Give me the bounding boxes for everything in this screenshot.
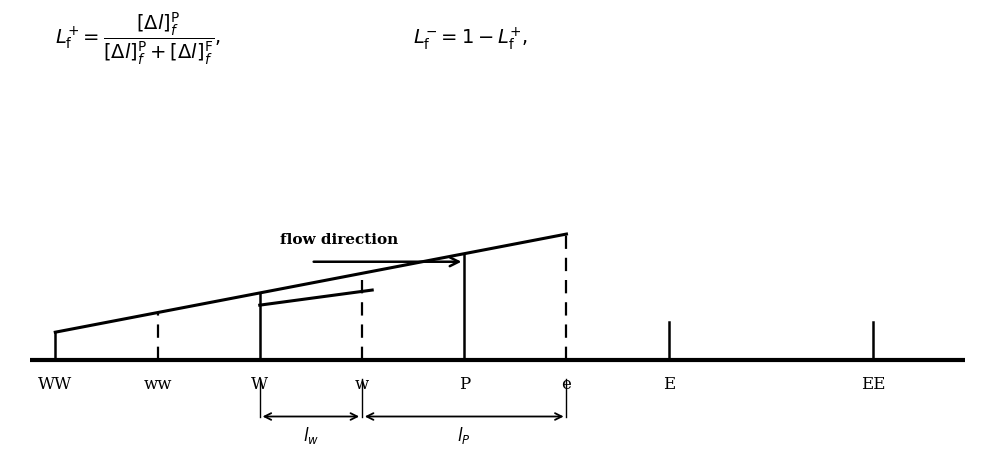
Text: E: E — [663, 376, 675, 393]
Text: ww: ww — [143, 376, 172, 393]
Text: WW: WW — [38, 376, 72, 393]
Text: $L_{\mathrm{f}}^{-} = 1 - L_{\mathrm{f}}^{+},$: $L_{\mathrm{f}}^{-} = 1 - L_{\mathrm{f}}… — [413, 25, 528, 52]
Text: P: P — [459, 376, 470, 393]
Text: e: e — [562, 376, 571, 393]
Text: W: W — [251, 376, 268, 393]
Text: EE: EE — [861, 376, 885, 393]
Text: $l_P$: $l_P$ — [457, 425, 471, 447]
Text: w: w — [355, 376, 369, 393]
Text: flow direction: flow direction — [280, 233, 398, 247]
Text: $L_{\mathrm{f}}^{+} = \dfrac{[\Delta l]_f^{\mathrm{P}}}{[\Delta l]_f^{\mathrm{P}: $L_{\mathrm{f}}^{+} = \dfrac{[\Delta l]_… — [55, 11, 222, 67]
Text: $l_w$: $l_w$ — [303, 425, 319, 447]
